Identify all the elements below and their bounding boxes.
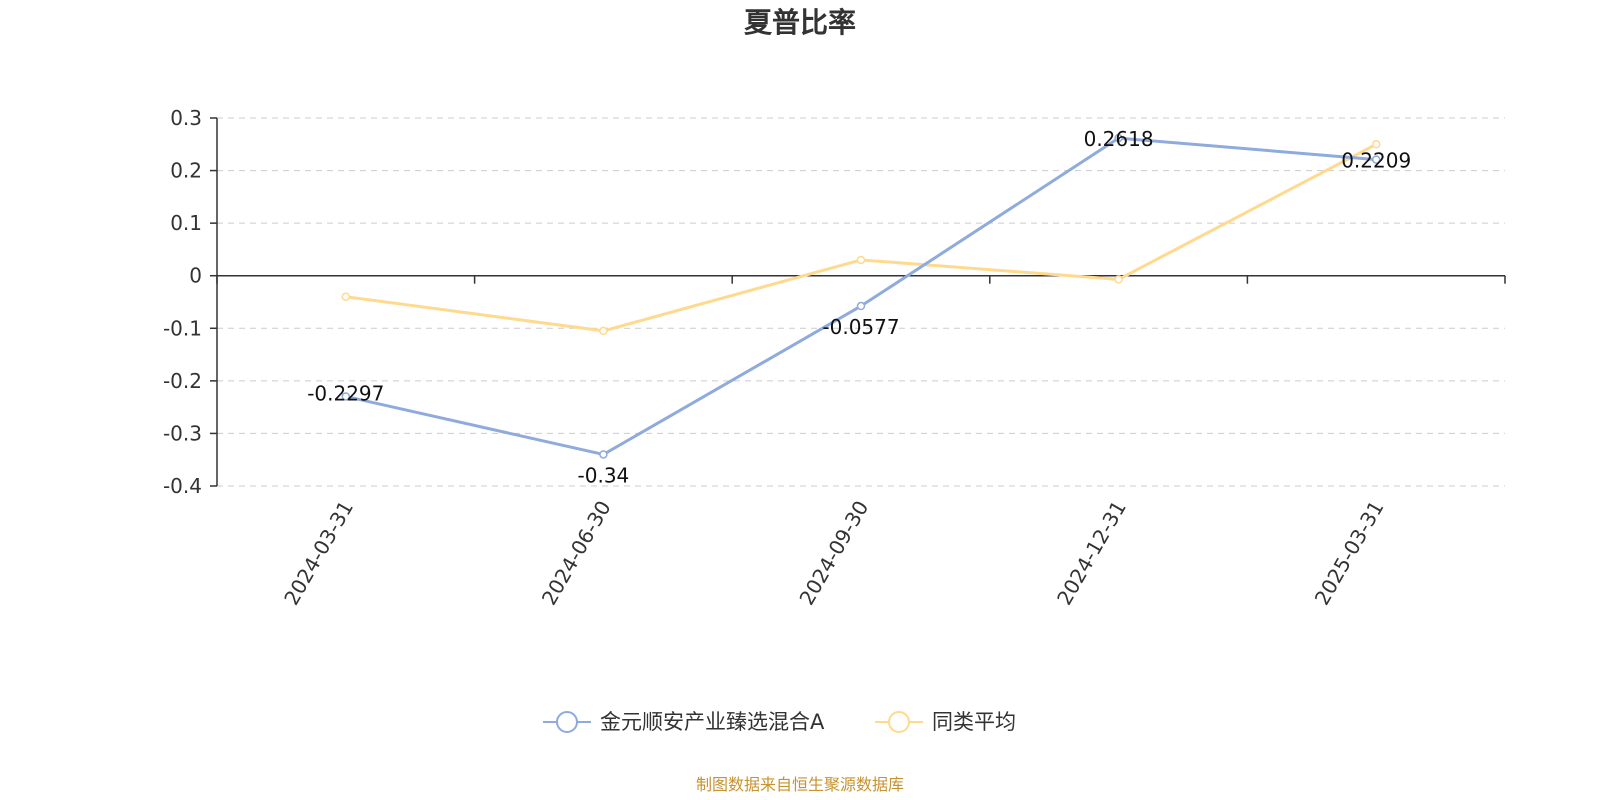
legend-label: 同类平均 [932,710,1016,734]
data-point[interactable] [1371,155,1381,164]
y-tick-label: -0.3 [163,421,202,445]
y-tick-label: -0.4 [163,474,202,498]
legend-item-1[interactable]: 同类平均 [875,710,1016,734]
grid [217,117,1505,487]
data-point[interactable] [856,255,866,265]
x-tick-label: 2025-03-31 [1310,497,1389,610]
y-tick-label: -0.1 [163,316,202,340]
y-tick-label: -0.2 [163,369,202,393]
legend-marker-icon [556,711,578,733]
data-label: 0.2618 [1084,127,1154,151]
data-label: -0.34 [578,463,630,487]
data-point[interactable] [1114,133,1123,143]
data-point[interactable] [341,292,351,301]
source-footer: 制图数据来自恒生聚源数据库 [696,775,904,794]
chart-title: 夏普比率 [744,6,856,39]
series [341,133,1381,459]
legend-marker-icon [888,711,910,733]
data-point[interactable] [856,301,866,311]
data-point[interactable] [1371,140,1381,149]
x-tick-label: 2024-09-30 [794,497,873,610]
series-line-0 [345,136,1377,456]
y-tick-label: 0 [189,264,202,288]
data-point[interactable] [599,450,608,459]
x-tick-label: 2024-12-31 [1052,497,1131,610]
data-label: 0.2209 [1341,149,1411,173]
y-tick-label: 0.1 [170,211,202,235]
data-label: -0.0577 [822,315,899,339]
y-tick-label: 0.2 [170,159,202,183]
legend-item-0[interactable]: 金元顺安产业臻选混合A [543,710,825,734]
data-labels: -0.2297 -0.34 -0.0577 0.2618 0.2209 [307,127,1411,487]
data-label: -0.2297 [307,381,384,405]
legend-label: 金元顺安产业臻选混合A [600,710,825,734]
x-tick-label: 2024-06-30 [537,497,616,610]
x-tick-label: 2024-03-31 [279,497,358,610]
legend[interactable]: 金元顺安产业臻选混合A 同类平均 [543,710,1016,734]
data-point[interactable] [341,392,351,401]
data-point[interactable] [599,326,608,336]
y-tick-label: 0.3 [170,106,202,130]
data-point[interactable] [1114,275,1123,284]
